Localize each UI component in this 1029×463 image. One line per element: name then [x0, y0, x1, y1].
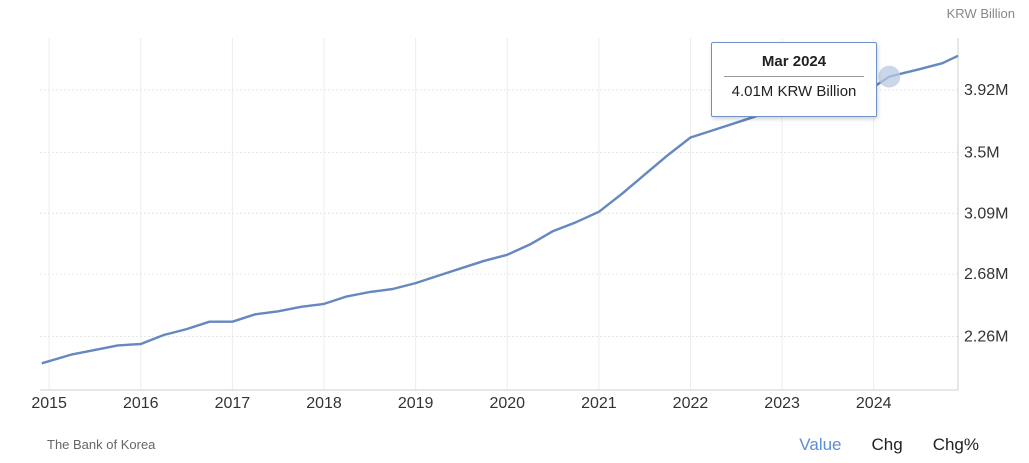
- x-tick-label: 2015: [31, 395, 67, 412]
- y-tick-label: 2.26M: [964, 329, 1008, 346]
- y-tick-label: 3.5M: [964, 144, 1000, 161]
- x-tick-label: 2024: [856, 395, 892, 412]
- tooltip-divider: [724, 76, 864, 77]
- unit-label: KRW Billion: [946, 6, 1015, 21]
- data-tooltip: Mar 2024 4.01M KRW Billion: [711, 42, 877, 117]
- x-tick-label: 2017: [215, 395, 251, 412]
- x-tick-label: 2020: [489, 395, 525, 412]
- tab-chg[interactable]: Chg: [871, 435, 903, 454]
- y-tick-label: 2.68M: [964, 266, 1008, 283]
- y-tick-label: 3.92M: [964, 82, 1008, 99]
- hover-point[interactable]: [878, 65, 901, 88]
- tab-value[interactable]: Value: [799, 435, 842, 454]
- tooltip-date: Mar 2024: [761, 53, 827, 70]
- x-tick-label: 2022: [673, 395, 709, 412]
- source-label: The Bank of Korea: [47, 437, 156, 452]
- tooltip-value: 4.01M KRW Billion: [731, 83, 857, 100]
- x-tick-label: 2018: [306, 395, 342, 412]
- x-tick-label: 2023: [764, 395, 800, 412]
- x-tick-label: 2021: [581, 395, 617, 412]
- axes: 2015 2016 2017 2018 2019 2020 2021 2022 2023 2024…: [31, 38, 1008, 412]
- x-tick-label: 2016: [123, 395, 159, 412]
- tab-chg-percent[interactable]: Chg%: [932, 435, 979, 454]
- y-tick-label: 3.09M: [964, 205, 1008, 222]
- view-tabs: Value Chg Chg%: [799, 435, 979, 455]
- x-tick-label: 2019: [398, 395, 434, 412]
